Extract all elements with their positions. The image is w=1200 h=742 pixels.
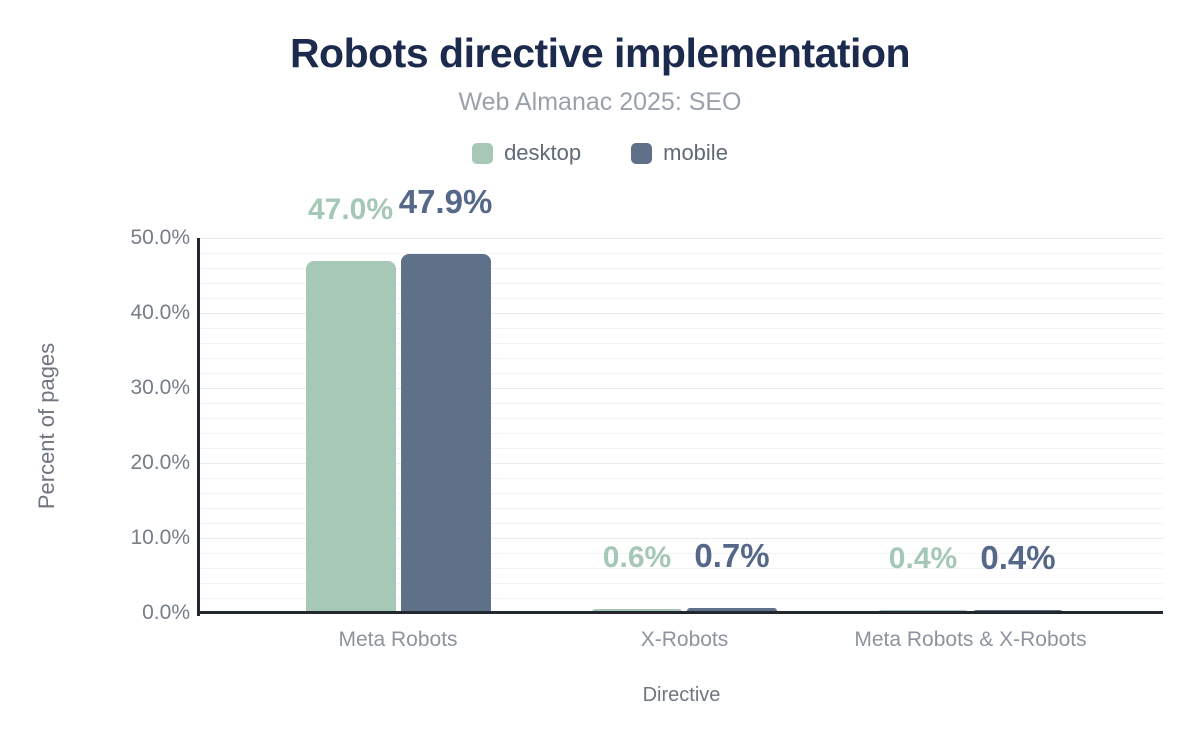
legend: desktop mobile <box>0 142 1200 164</box>
chart-subtitle: Web Almanac 2025: SEO <box>458 88 742 116</box>
minor-gridline <box>200 328 1163 329</box>
x-tick-label: Meta Robots & X-Robots <box>854 628 1087 651</box>
minor-gridline <box>200 283 1163 284</box>
minor-gridline <box>200 478 1163 479</box>
major-gridline <box>200 388 1163 389</box>
minor-gridline <box>200 523 1163 524</box>
x-tick-label: Meta Robots <box>338 628 458 651</box>
y-tick-label: 30.0% <box>130 376 190 399</box>
y-tick-label: 10.0% <box>130 526 190 549</box>
bar-desktop-0 <box>305 260 396 613</box>
minor-gridline <box>200 373 1163 374</box>
major-gridline <box>200 238 1163 239</box>
minor-gridline <box>200 553 1163 554</box>
bar-value-label: 0.6% <box>602 540 672 574</box>
x-axis-title: Directive <box>642 684 721 706</box>
minor-gridline <box>200 298 1163 299</box>
bar-value-label: 47.9% <box>398 182 493 220</box>
minor-gridline <box>200 253 1163 254</box>
major-gridline <box>200 313 1163 314</box>
legend-label-mobile: mobile <box>663 140 728 165</box>
minor-gridline <box>200 508 1163 509</box>
bar-value-label: 0.4% <box>888 542 958 575</box>
major-gridline <box>200 538 1163 539</box>
minor-gridline <box>200 493 1163 494</box>
chart-title: Robots directive implementation <box>289 30 911 76</box>
bar-value-label: 0.4% <box>980 539 1056 576</box>
y-tick-label: 20.0% <box>130 451 190 474</box>
y-axis-title: Percent of pages <box>34 342 59 510</box>
minor-gridline <box>200 598 1163 599</box>
minor-gridline <box>200 433 1163 434</box>
y-tick-label: 50.0% <box>130 226 190 249</box>
minor-gridline <box>200 343 1163 344</box>
legend-label-desktop: desktop <box>504 140 582 165</box>
bar-mobile-0 <box>400 253 491 613</box>
major-gridline <box>200 463 1163 464</box>
y-tick-label: 40.0% <box>130 301 190 324</box>
legend-item-mobile: mobile <box>631 142 728 164</box>
minor-gridline <box>200 403 1163 404</box>
minor-gridline <box>200 418 1163 419</box>
minor-gridline <box>200 448 1163 449</box>
x-axis-line <box>197 611 1163 614</box>
bar-value-label: 47.0% <box>307 192 394 226</box>
legend-item-desktop: desktop <box>472 142 581 164</box>
minor-gridline <box>200 583 1163 584</box>
bar-value-label: 0.7% <box>694 536 770 574</box>
bar-mobile-1 <box>687 607 777 613</box>
minor-gridline <box>200 568 1163 569</box>
y-axis-line <box>197 238 200 616</box>
minor-gridline <box>200 268 1163 269</box>
minor-gridline <box>200 358 1163 359</box>
desktop-swatch <box>472 142 494 164</box>
y-tick-label: 0.0% <box>142 601 190 624</box>
plot-area <box>200 238 1163 613</box>
bar-desktop-1 <box>592 608 682 613</box>
mobile-swatch <box>631 142 653 164</box>
x-tick-label: X-Robots <box>640 628 729 651</box>
